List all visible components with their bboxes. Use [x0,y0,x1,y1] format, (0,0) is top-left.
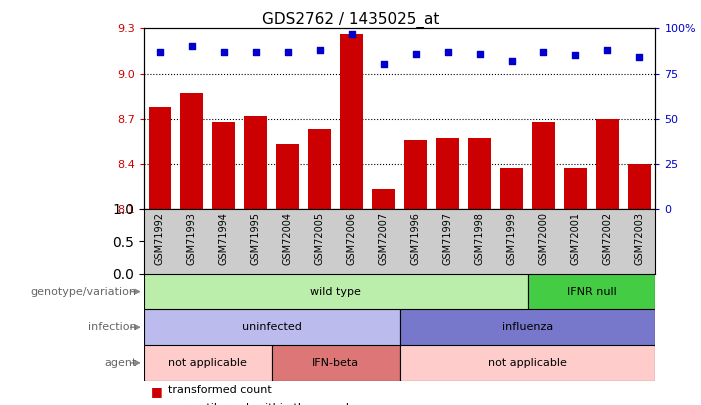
Bar [149,107,171,209]
Bar [527,274,655,309]
Point [186,43,197,50]
Bar [628,164,651,209]
Bar [532,122,554,209]
Bar [400,309,655,345]
Bar [245,116,267,209]
Bar [372,190,395,209]
Text: ■: ■ [151,385,163,398]
Text: GSM71997: GSM71997 [442,212,453,265]
Point [474,50,485,57]
Text: GSM72001: GSM72001 [571,212,580,265]
Bar [144,274,527,309]
Text: influenza: influenza [502,322,553,332]
Text: not applicable: not applicable [168,358,247,368]
Text: GSM71993: GSM71993 [186,212,197,265]
Text: IFN-beta: IFN-beta [312,358,359,368]
Point [602,47,613,53]
Point [250,49,261,55]
Bar [501,168,523,209]
Point [538,49,549,55]
Text: agent: agent [104,358,137,368]
Text: wild type: wild type [310,287,361,296]
Text: transformed count: transformed count [168,385,272,395]
Bar [276,144,299,209]
Point [314,47,325,53]
Text: not applicable: not applicable [488,358,567,368]
Point [570,52,581,59]
Bar [272,345,400,381]
Point [218,49,229,55]
Bar [212,122,235,209]
Text: GSM71999: GSM71999 [507,212,517,265]
Point [442,49,453,55]
Bar [436,138,458,209]
Bar [468,138,491,209]
Text: IFNR null: IFNR null [566,287,616,296]
Text: GSM72007: GSM72007 [379,212,388,265]
Bar [144,309,400,345]
Bar [404,140,427,209]
Text: percentile rank within the sample: percentile rank within the sample [168,403,356,405]
Bar [341,34,363,209]
Point [506,58,517,64]
Text: GSM71992: GSM71992 [155,212,165,265]
Bar [400,345,655,381]
Point [282,49,293,55]
Text: GSM72002: GSM72002 [602,212,613,265]
Point [154,49,165,55]
Bar [180,93,203,209]
Point [410,50,421,57]
Text: GSM72003: GSM72003 [634,212,644,265]
Text: GSM71998: GSM71998 [475,212,484,265]
Point [634,54,645,60]
Text: GSM71996: GSM71996 [411,212,421,265]
Text: genotype/variation: genotype/variation [31,287,137,296]
Bar [564,168,587,209]
Text: uninfected: uninfected [242,322,301,332]
Bar [308,129,331,209]
Text: infection: infection [88,322,137,332]
Text: GSM72000: GSM72000 [538,212,548,265]
Bar [597,119,619,209]
Text: GSM72006: GSM72006 [346,212,357,265]
Text: GDS2762 / 1435025_at: GDS2762 / 1435025_at [261,12,440,28]
Point [378,61,389,68]
Text: GSM72004: GSM72004 [283,212,292,265]
Bar [144,345,272,381]
Point [346,30,358,37]
Text: ■: ■ [151,403,163,405]
Text: GSM71995: GSM71995 [251,212,261,265]
Text: GSM72005: GSM72005 [315,212,325,265]
Text: GSM71994: GSM71994 [219,212,229,265]
